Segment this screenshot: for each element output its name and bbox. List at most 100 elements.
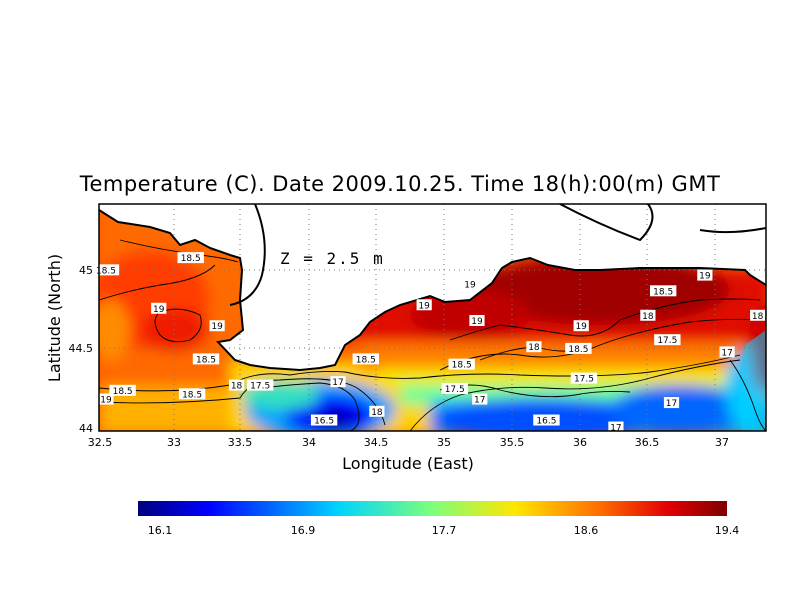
contour-label: 18 [371,408,383,418]
contour-label-bg [352,353,379,365]
contour-label: 18.5 [452,361,472,371]
contour-label-bg [697,269,713,281]
contour-label: 18.5 [113,387,133,397]
contour-label: 17 [332,378,343,388]
y-axis-label: Latitude (North) [45,254,64,382]
x-tick: 33.5 [228,436,253,449]
contour-label: 19 [418,301,430,311]
contour-label-bg [570,372,598,384]
contour-label-bg [209,320,225,332]
contour-label: 17 [721,348,732,358]
contour-label-bg [228,379,245,391]
contour-label: 18.5 [96,266,116,276]
contour-label-bg [608,421,624,433]
contour-label-bg [369,405,385,417]
coastline-kerch [699,227,767,234]
colorbar-tick: 18.6 [574,524,599,537]
contour-lines [99,239,766,431]
y-tick: 45 [79,264,93,277]
contour-label-bg [441,383,468,395]
contour-label: 17 [666,399,677,409]
x-tick: 36.5 [635,436,660,449]
contour-label: 18 [231,382,243,392]
colorbar-tick: 16.9 [291,524,316,537]
contour-label-bg [719,346,735,358]
contour-label: 17.5 [574,375,594,385]
contour-label: 17.5 [445,385,465,395]
contour-label-bg [565,342,592,354]
x-tick: 35.5 [500,436,525,449]
contour-label: 18.5 [356,355,376,365]
contour-label-bg [109,384,136,396]
plot-frame [98,203,767,432]
x-tick: 37 [715,436,729,449]
contour-label-bg [654,334,681,346]
contour-label-bg [469,314,485,326]
contour-label: 19 [100,396,112,406]
contour-label-bg [663,397,680,409]
contour-label: 19 [211,322,223,332]
contour-label: 18.5 [568,345,588,355]
contour-label-bg [92,264,120,276]
contour-label: 18.5 [653,287,673,297]
contour-label-bg [533,414,560,426]
contour-label: 18.5 [182,390,202,400]
contour-label-bg [192,353,220,365]
colorbar-tick: 19.4 [715,524,740,537]
contour-label: 18 [528,343,540,353]
depth-label: Z = 2.5 m [280,249,385,268]
contour-label: 18.5 [196,355,216,365]
x-tick: 32.5 [88,436,113,449]
contour-label-bg [178,388,206,400]
x-tick: 34 [302,436,316,449]
contour-label: 19 [464,280,476,290]
colorbar-tick: 16.1 [148,524,173,537]
x-tick: 36 [573,436,587,449]
contour-label-bg [462,278,478,290]
contour-label-bg [573,320,589,332]
x-axis-ticks: 32.5 33 33.5 34 34.5 35 35.5 36 36.5 37 [88,436,729,449]
x-tick: 34.5 [364,436,389,449]
contour-label-bg [649,285,677,297]
page-title: Temperature (C). Date 2009.10.25. Time 1… [79,172,721,196]
x-tick: 35 [437,436,451,449]
contour-label-bg [750,309,766,321]
contour-label-bg [310,414,338,426]
contour-label-bg [151,302,167,314]
contour-label: 19 [699,272,711,282]
contour-label: 18 [642,312,654,322]
coastline-crimea [229,203,266,306]
contour-label: 19 [575,322,587,332]
contour-label: 18 [752,312,764,322]
contour-label: 17 [610,424,621,434]
contour-label: 16.5 [314,417,334,427]
contour-label: 16.5 [536,417,556,427]
contour-label: 19 [471,317,483,327]
contour-label: 17 [474,396,485,406]
grid [99,204,766,431]
contour-label-bg [98,393,114,405]
contour-label: 17.5 [250,382,270,392]
y-tick: 44.5 [69,342,94,355]
colorbar-tick: 17.7 [432,524,457,537]
contour-label-bg [330,376,346,388]
contour-label-bg [416,299,432,311]
colorbar [138,501,727,516]
contour-label: 17.5 [657,336,677,346]
contour-label-bg [177,252,204,264]
x-tick: 33 [167,436,181,449]
colorbar-ticks: 16.1 16.9 17.7 18.6 19.4 [148,524,740,537]
contour-label: 19 [153,305,165,315]
y-tick: 44 [79,422,93,435]
contour-label-bg [526,341,542,353]
coastline-azov [559,203,654,242]
coastline [98,209,767,372]
contour-label-bg [472,393,488,405]
contour-label: 18.5 [181,254,201,264]
contour-label-bg [640,309,656,321]
contour-label-bg [246,379,274,391]
y-axis-ticks: 44 44.5 45 [69,264,94,435]
x-axis-label: Longitude (East) [342,454,474,473]
